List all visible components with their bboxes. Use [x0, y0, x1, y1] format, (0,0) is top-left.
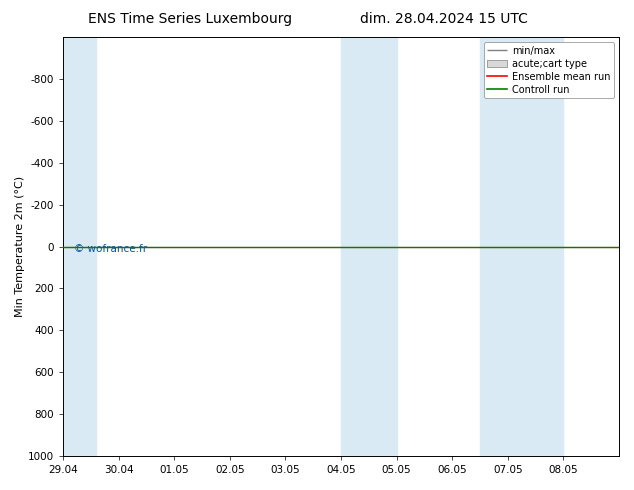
Text: ENS Time Series Luxembourg: ENS Time Series Luxembourg	[88, 12, 292, 26]
Bar	[341, 37, 397, 456]
Legend: min/max, acute;cart type, Ensemble mean run, Controll run: min/max, acute;cart type, Ensemble mean …	[484, 42, 614, 98]
Bar	[63, 37, 96, 456]
Text: © wofrance.fr: © wofrance.fr	[74, 245, 147, 254]
Y-axis label: Min Temperature 2m (°C): Min Temperature 2m (°C)	[15, 176, 25, 317]
Bar	[480, 37, 564, 456]
Text: dim. 28.04.2024 15 UTC: dim. 28.04.2024 15 UTC	[360, 12, 527, 26]
